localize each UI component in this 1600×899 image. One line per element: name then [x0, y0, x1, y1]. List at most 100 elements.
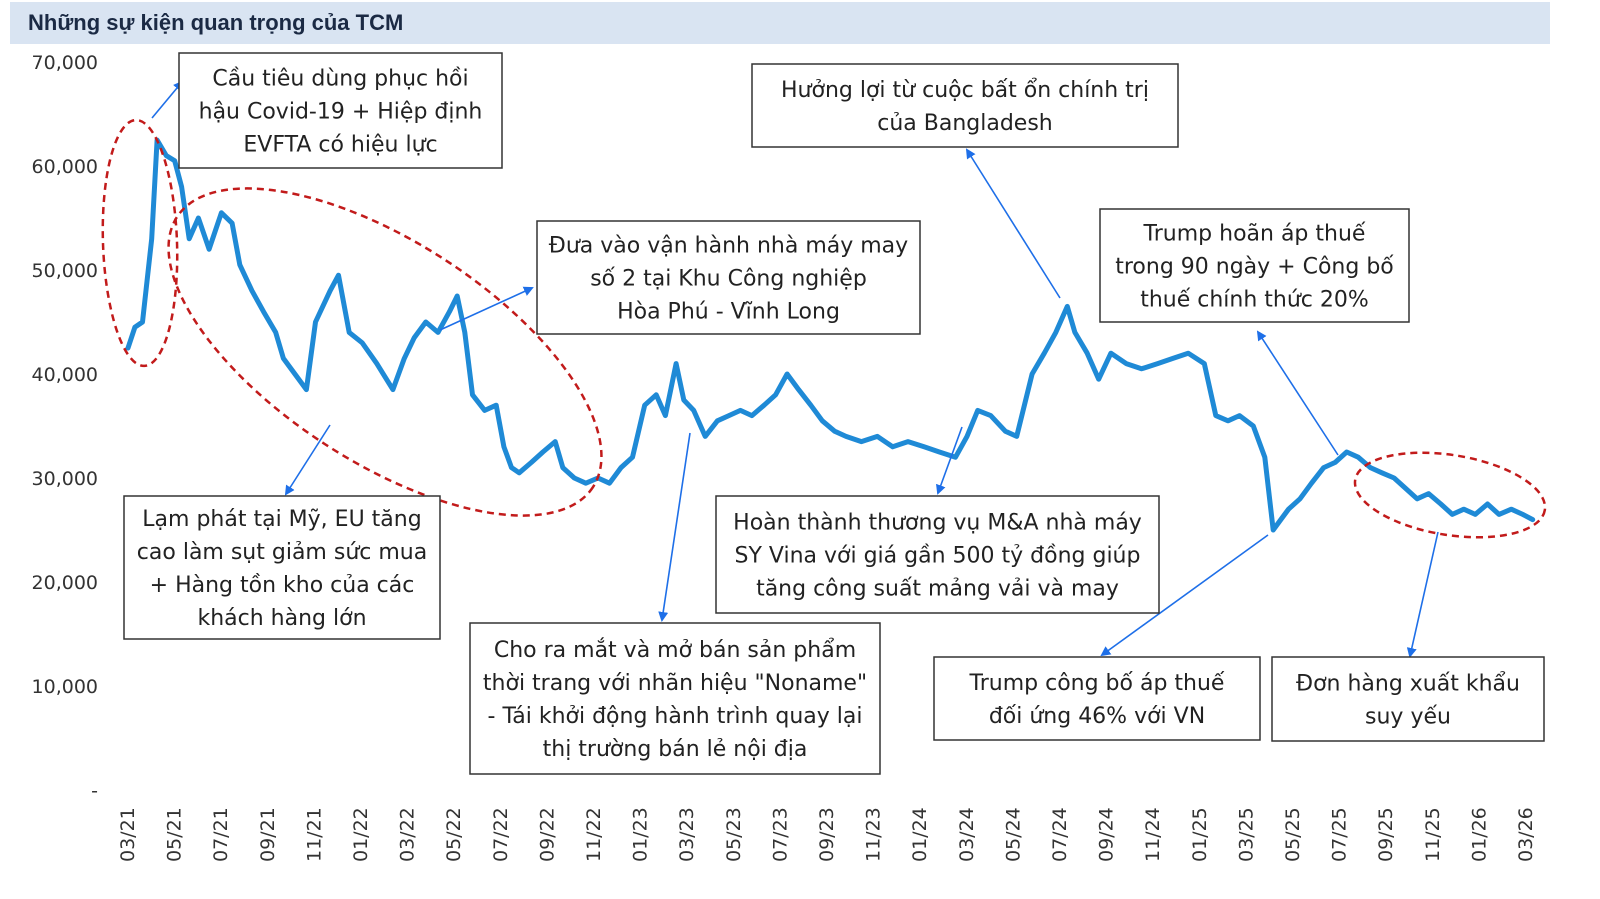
x-tick-label: 11/24 [1142, 807, 1164, 862]
annotation-box-frame [751, 63, 1179, 148]
data-point [572, 476, 576, 480]
data-point [1322, 466, 1326, 470]
x-tick-label: 01/24 [909, 807, 931, 862]
data-point [1097, 377, 1101, 381]
y-tick-label: 70,000 [32, 52, 98, 74]
x-tick-label: 07/21 [210, 807, 232, 862]
data-point [471, 393, 474, 397]
annotation-box-frame [715, 495, 1160, 614]
data-point [1333, 460, 1337, 464]
data-point [631, 455, 634, 459]
data-point [809, 403, 813, 407]
data-point [1509, 507, 1513, 511]
data-point [553, 440, 557, 444]
x-tick-label: 03/26 [1515, 807, 1537, 862]
data-point [1497, 512, 1501, 516]
price-series [125, 137, 1536, 533]
data-point [1287, 507, 1290, 511]
data-point [424, 320, 428, 324]
data-point [859, 440, 863, 444]
chart-title: Những sự kiện quan trọng của TCM [28, 10, 404, 35]
data-point [164, 154, 168, 158]
data-point [797, 388, 801, 392]
annotation-line: thị trường bán lẻ nội địa [543, 737, 808, 762]
data-point [196, 216, 200, 220]
data-point [1450, 512, 1454, 516]
data-point [1186, 351, 1190, 355]
data-point [738, 408, 742, 412]
data-point [976, 408, 980, 412]
annotation-trump90: Trump hoãn áp thuế trong 90 ngày + Công b… [1099, 208, 1410, 323]
annotation-box-frame [178, 52, 503, 169]
annotation-line: Đơn hàng xuất khẩu [1296, 672, 1520, 697]
data-point [360, 341, 364, 345]
data-point [1054, 330, 1058, 334]
data-point [844, 434, 848, 438]
x-tick-label: 05/21 [164, 807, 186, 862]
data-point [1042, 351, 1046, 355]
data-point [1368, 466, 1372, 470]
annotation-line: SY Vina với giá gần 500 tỷ đồng giúp [735, 544, 1141, 569]
data-point [502, 445, 506, 449]
annotation-line: cao làm sụt giảm sức mua [137, 540, 427, 565]
annotation-arrow [1100, 534, 1269, 657]
data-point [262, 310, 265, 314]
data-point [274, 330, 278, 334]
data-point [1109, 351, 1113, 355]
data-point [238, 263, 242, 267]
data-point [643, 403, 647, 407]
data-point [1345, 450, 1349, 454]
x-tick-label: 03/21 [117, 807, 139, 862]
annotation-arrow [965, 148, 1061, 299]
data-point [654, 393, 658, 397]
annotation-box-frame [933, 656, 1261, 741]
x-tick-label: 09/21 [257, 807, 279, 862]
annotation-line: Đưa vào vận hành nhà máy may [549, 234, 908, 259]
x-tick-label: 09/25 [1375, 807, 1397, 862]
data-point [412, 336, 416, 340]
x-tick-label: 11/23 [863, 807, 885, 862]
annotation-box-frame [1271, 656, 1545, 742]
data-point [207, 247, 211, 251]
data-point [1521, 512, 1525, 516]
data-point [1279, 518, 1283, 522]
title-bar: Những sự kiện quan trọng của TCM [10, 2, 1550, 44]
data-point [1226, 419, 1230, 423]
data-point [304, 388, 308, 392]
highlight-ellipse [101, 118, 179, 368]
annotation-line: số 2 tại Khu Công nghiệp [590, 267, 867, 292]
x-tick-label: 09/23 [816, 807, 838, 862]
data-point [541, 450, 545, 454]
price-line [125, 137, 1536, 533]
annotation-line: đối ứng 46% với VN [989, 704, 1205, 729]
data-point [1298, 497, 1302, 501]
y-tick-label: 10,000 [32, 676, 98, 698]
x-tick-label: 07/25 [1329, 807, 1351, 862]
data-point [1356, 455, 1360, 459]
data-point [1238, 414, 1241, 418]
x-tick-label: 09/24 [1096, 807, 1118, 862]
y-tick-label: 20,000 [32, 572, 98, 594]
data-point [1156, 362, 1160, 366]
annotation-arrow [151, 80, 184, 119]
annotation-box-frame [1099, 208, 1410, 323]
data-point [619, 466, 623, 470]
x-tick-label: 11/21 [303, 807, 325, 862]
annotation-line: EVFTA có hiệu lực [243, 133, 437, 158]
data-point [1214, 414, 1218, 418]
annotation-line: trong 90 ngày + Công bố [1115, 255, 1394, 280]
data-point [891, 445, 895, 449]
annotation-line: thời trang với nhãn hiệu "Noname" [483, 671, 867, 696]
data-point [230, 221, 234, 225]
annotation-bangladesh: Hưởng lợi từ cuộc bất ổn chính trị của Ba… [751, 63, 1179, 148]
annotation-arrow [439, 286, 534, 331]
data-point [314, 320, 317, 324]
x-tick-label: 07/24 [1049, 807, 1071, 862]
data-point [1251, 424, 1255, 428]
highlight-ellipses [101, 118, 1547, 539]
data-point [785, 372, 789, 376]
x-tick-label: 01/26 [1468, 807, 1490, 862]
data-point [180, 185, 184, 189]
annotation-box-frame [123, 495, 441, 640]
data-point [1030, 372, 1034, 376]
